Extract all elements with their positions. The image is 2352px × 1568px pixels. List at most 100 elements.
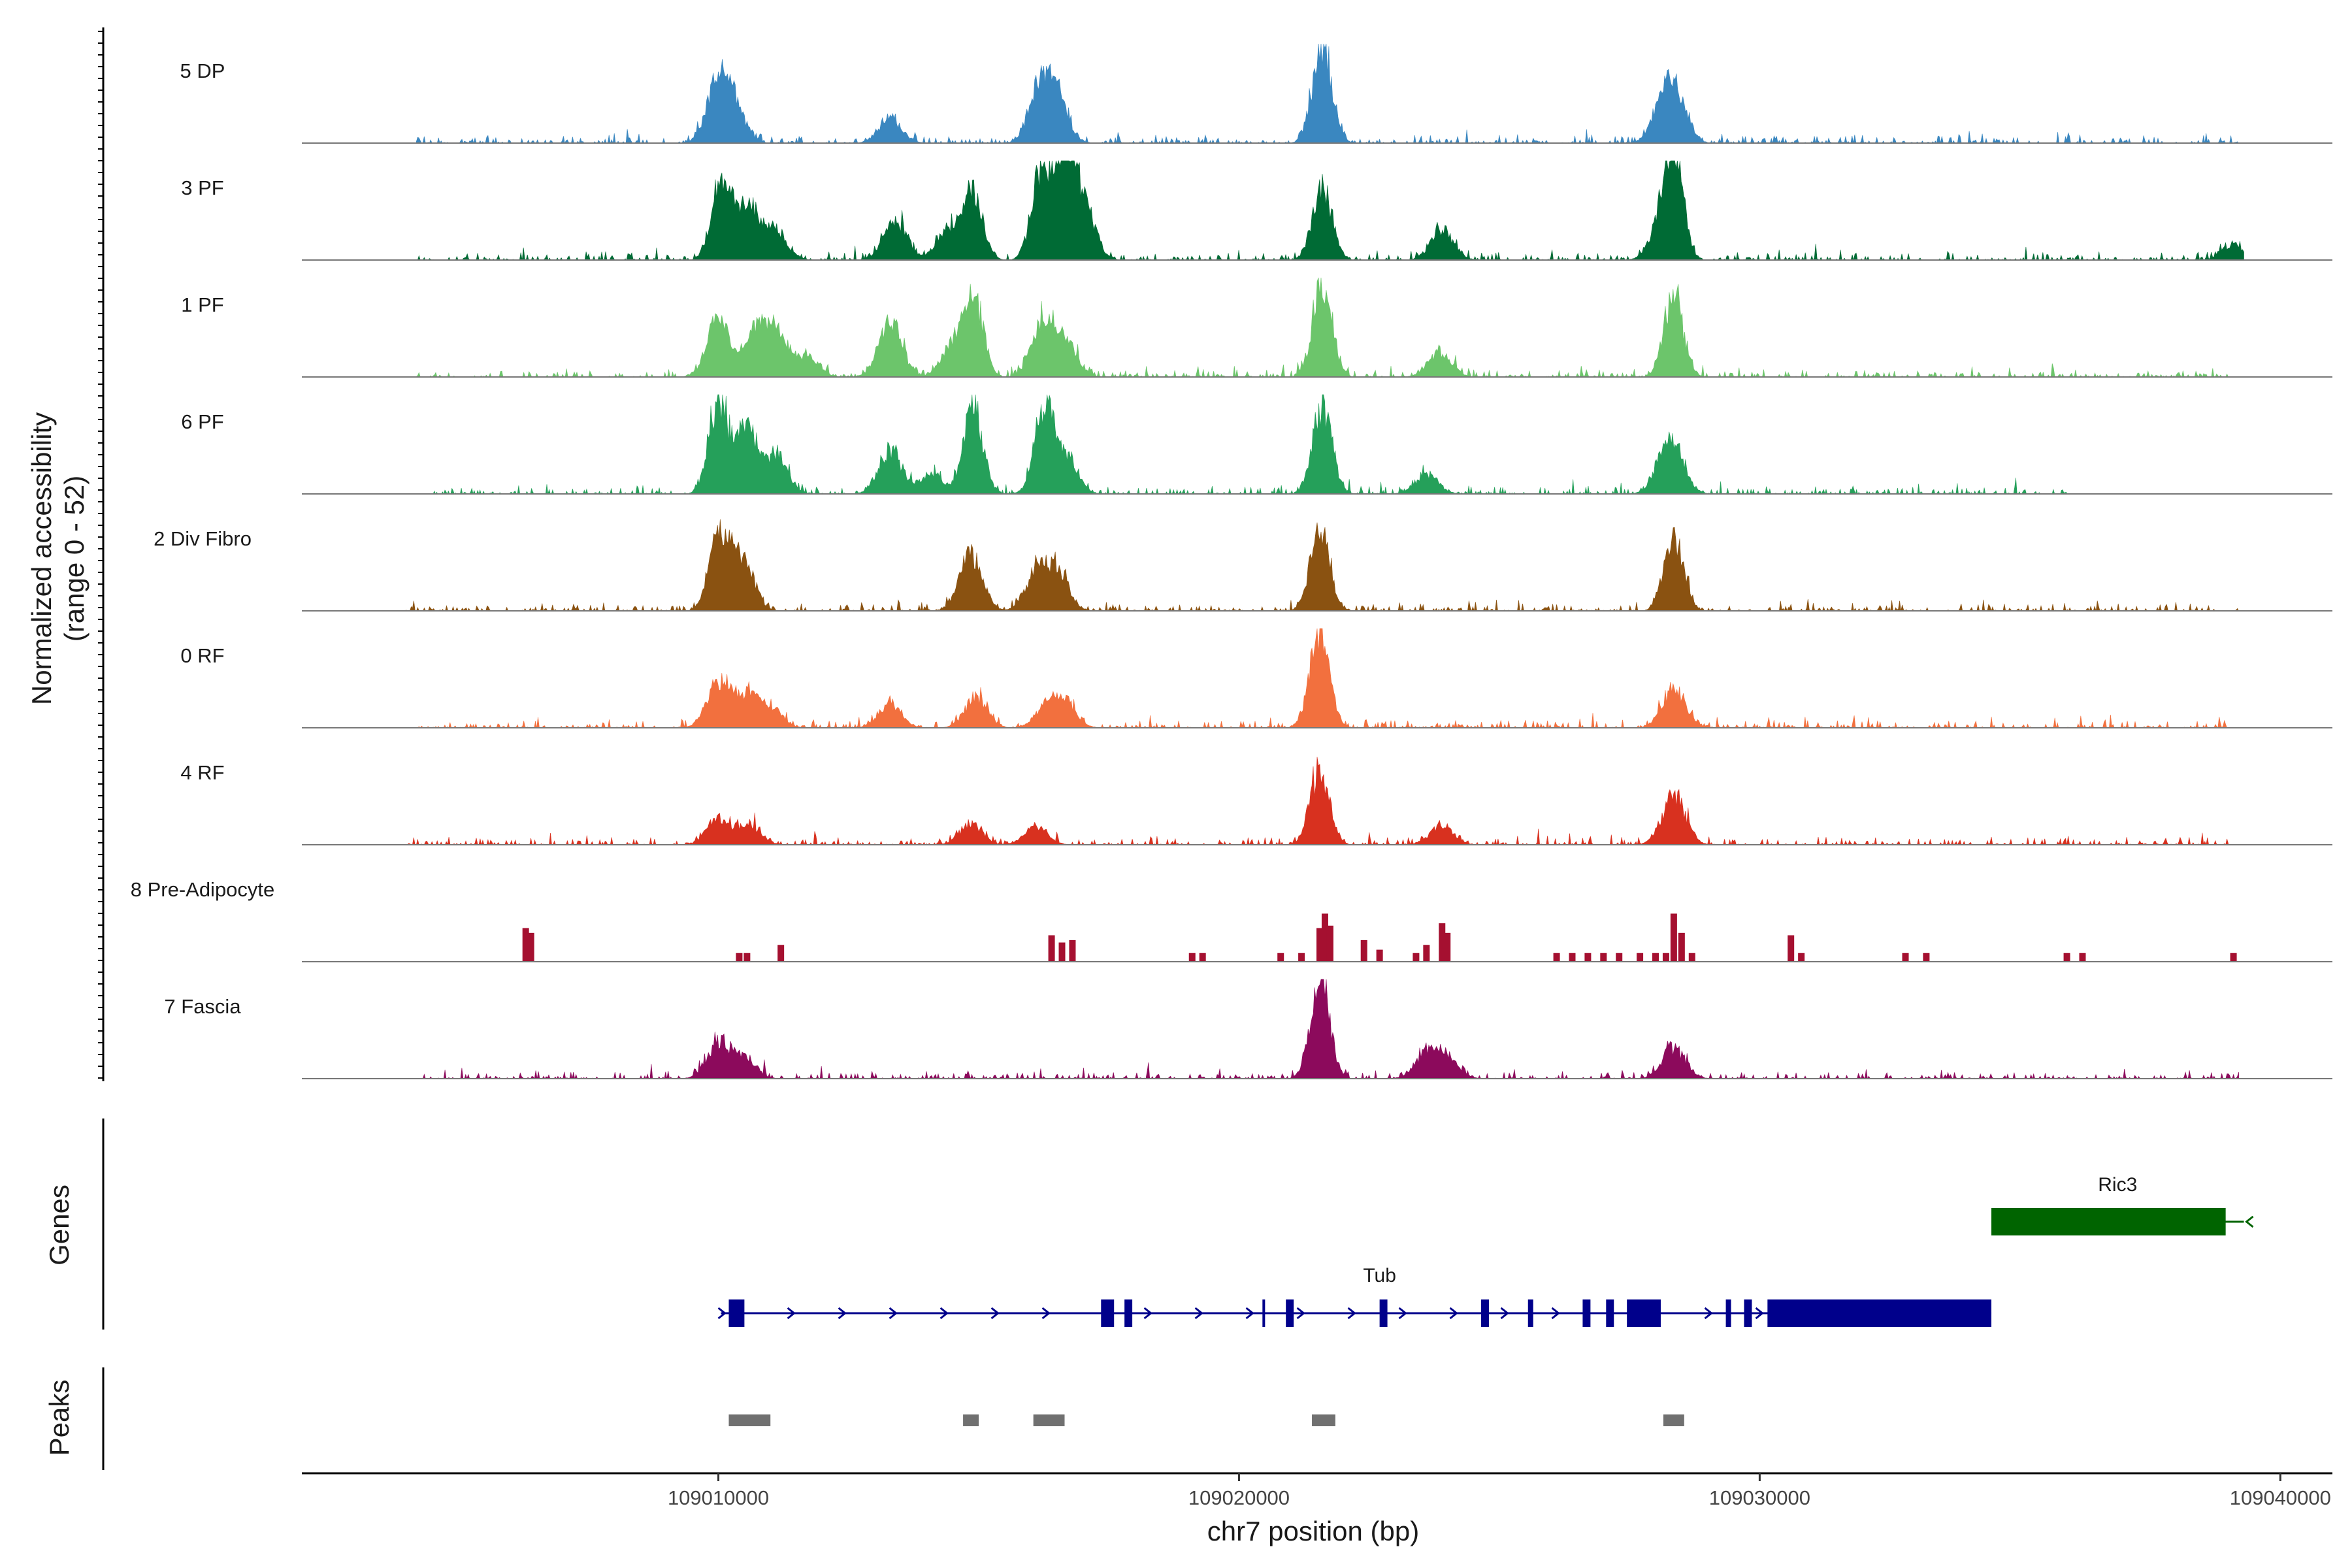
x-tick-label: 109040000: [2230, 1486, 2331, 1509]
coverage-bar: [1423, 945, 1430, 962]
coverage-bar: [1670, 913, 1677, 962]
strand-chevron: [1449, 1307, 1458, 1320]
y-axis-title-range: (range 0 - 52): [59, 476, 90, 642]
peak-region: [963, 1414, 979, 1426]
coverage-area: [416, 43, 2240, 144]
track-0-rf: 0 RF: [180, 628, 2332, 729]
strand-chevron: [939, 1307, 949, 1320]
exon: [1606, 1299, 1614, 1327]
exon: [1627, 1299, 1661, 1327]
track-4-rf: 4 RF: [180, 757, 2332, 846]
strand-chevron: [1347, 1307, 1356, 1320]
strand-chevron: [1551, 1307, 1560, 1320]
track-label: 7 Fascia: [164, 995, 241, 1018]
track-5-dp: 5 DP: [180, 43, 2332, 144]
gene-label: Tub: [1363, 1265, 1396, 1286]
y-axis-title: Normalized accessibility: [26, 412, 57, 705]
peak-region: [728, 1414, 771, 1426]
coverage-bar: [2230, 953, 2237, 962]
coverage-bar: [1444, 932, 1451, 962]
strand-chevron: [838, 1307, 847, 1320]
coverage-bar: [1637, 953, 1644, 962]
coverage-bar: [1923, 953, 1930, 962]
coverage-bar: [1902, 953, 1909, 962]
track-7-fascia: 7 Fascia: [164, 979, 2332, 1080]
track-3-pf: 3 PF: [181, 159, 2332, 261]
exon: [1101, 1299, 1115, 1327]
strand-chevron: [889, 1307, 898, 1320]
peaks-panel-title: Peaks: [44, 1380, 74, 1456]
strand-chevron: [1194, 1307, 1203, 1320]
coverage-bar: [1788, 935, 1795, 962]
track-1-pf: 1 PF: [181, 277, 2332, 378]
exon: [1124, 1299, 1133, 1327]
peak-track: [728, 1414, 1684, 1426]
x-axis: 109010000 109020000 109030000 109040000: [302, 1472, 2332, 1509]
coverage-tracks: 5 DP 3 PF 1 PF 6 PF 2 Div Fibro 0 RF 4 RF 8 Pre…: [131, 43, 2332, 1080]
track-label: 0 RF: [180, 644, 224, 667]
coverage-bar: [1600, 953, 1607, 962]
y-axis: [98, 27, 105, 1470]
track-label: 8 Pre-Adipocyte: [131, 878, 275, 901]
exon: [1991, 1208, 2226, 1235]
peak-region: [1033, 1414, 1065, 1426]
x-tick-label: 109030000: [1709, 1486, 1810, 1509]
coverage-bar: [1616, 953, 1623, 962]
strand-chevron: [1704, 1307, 1713, 1320]
coverage-bar: [1439, 923, 1446, 962]
coverage-bar: [1277, 953, 1284, 962]
peak-region: [1663, 1414, 1684, 1426]
coverage-bar: [1188, 953, 1196, 962]
exon: [1481, 1299, 1489, 1327]
exon: [1744, 1299, 1752, 1327]
gene-tub: Tub: [717, 1265, 1992, 1327]
coverage-bar: [1678, 932, 1685, 962]
strand-chevron: [990, 1307, 1000, 1320]
coverage-bar: [1413, 953, 1420, 962]
coverage-bar: [1584, 953, 1592, 962]
coverage-bar: [1326, 925, 1333, 962]
track-8-pre-adipocyte: 8 Pre-Adipocyte: [131, 878, 2332, 962]
coverage-bar: [1048, 935, 1055, 962]
exon: [728, 1299, 745, 1327]
track-6-pf: 6 PF: [181, 394, 2332, 495]
coverage-bar: [743, 953, 751, 962]
coverage-bar: [736, 953, 743, 962]
gene-ric3: Ric3: [1991, 1174, 2254, 1235]
x-axis-title: chr7 position (bp): [1207, 1516, 1420, 1546]
exon: [1582, 1299, 1591, 1327]
strand-chevron: [717, 1307, 727, 1320]
gene-track: Tub Ric3: [717, 1174, 2254, 1327]
coverage-bar: [1321, 913, 1328, 962]
track-2-div-fibro: 2 Div Fibro: [154, 519, 2332, 612]
strand-chevron: [1245, 1307, 1254, 1320]
genes-panel-title: Genes: [44, 1184, 74, 1266]
track-label: 5 DP: [180, 59, 225, 82]
track-label: 6 PF: [181, 410, 223, 433]
gene-label: Ric3: [2098, 1174, 2137, 1196]
exon: [1262, 1299, 1266, 1327]
strand-chevron: [1398, 1307, 1407, 1320]
exon: [1286, 1299, 1294, 1327]
strand-chevron: [787, 1307, 796, 1320]
coverage-bar: [777, 945, 785, 962]
x-tick-label: 109020000: [1188, 1486, 1290, 1509]
coverage-bar: [1298, 953, 1305, 962]
coverage-bar: [1652, 953, 1659, 962]
coverage-bar: [2063, 953, 2070, 962]
exon: [1379, 1299, 1388, 1327]
track-label: 4 RF: [180, 761, 224, 784]
track-label: 3 PF: [181, 176, 223, 199]
coverage-bar: [1688, 953, 1695, 962]
strand-chevron: [2245, 1215, 2254, 1228]
strand-chevron: [1041, 1307, 1051, 1320]
strand-chevron: [1500, 1307, 1509, 1320]
x-tick-label: 109010000: [668, 1486, 769, 1509]
coverage-bar: [527, 932, 534, 962]
track-label: 1 PF: [181, 293, 223, 316]
coverage-bar: [1662, 953, 1669, 962]
coverage-bar: [1553, 953, 1560, 962]
track-label: 2 Div Fibro: [154, 527, 252, 550]
coverage-bar: [1569, 953, 1576, 962]
